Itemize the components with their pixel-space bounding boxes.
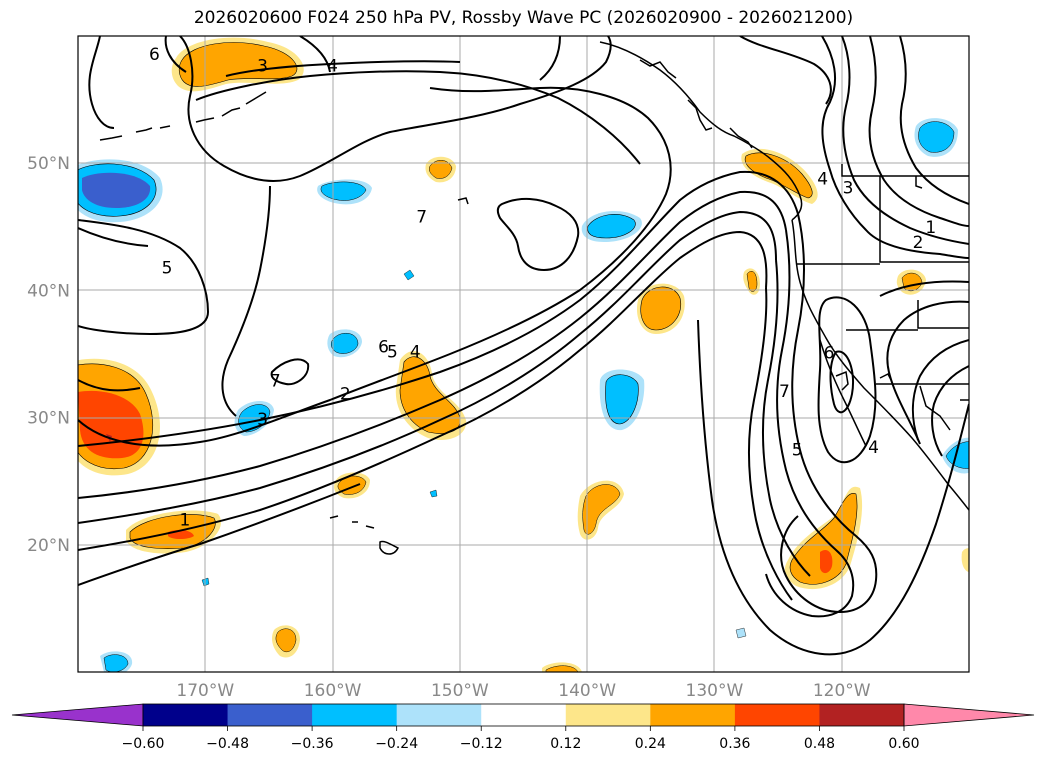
contour-label: 4 (327, 56, 338, 76)
map-title: 2026020600 F024 250 hPa PV, Rossby Wave … (193, 8, 854, 28)
lon-tick-label: 120°W (813, 681, 871, 701)
colorbar-extend-max (903, 703, 1035, 727)
pv-contours (78, 36, 969, 656)
colorbar-swatch (481, 704, 567, 726)
contour-label: 4 (817, 169, 828, 189)
lon-tick-label: 170°W (176, 681, 234, 701)
map-border (77, 35, 970, 673)
colorbar-tick-label: −0.48 (206, 736, 249, 752)
colorbar-tick-label: 0.60 (888, 736, 919, 752)
colorbar-swatch (565, 704, 651, 726)
fill-region-northeast-negative (581, 211, 642, 242)
lon-tick-label: 140°W (558, 681, 616, 701)
contour-label: 3 (257, 56, 268, 76)
contour-label: 3 (843, 178, 854, 198)
fill-region-east-negative (599, 369, 645, 431)
colorbar-swatch (734, 704, 820, 726)
contour-label: 7 (270, 372, 281, 392)
contour-label: 2 (913, 233, 924, 253)
colorbar-tick-label: 0.36 (719, 736, 750, 752)
colorbar-tick-label: −0.36 (291, 736, 334, 752)
latitude-labels: 50°N 40°N 30°N 20°N (27, 154, 70, 556)
fill-region-dateline-negative (78, 159, 163, 223)
lat-tick-label: 50°N (27, 154, 70, 174)
contour-label: 5 (387, 342, 398, 362)
contour-label: 6 (378, 337, 389, 357)
lat-tick-label: 40°N (27, 281, 70, 301)
contour-label: 7 (416, 208, 427, 228)
colorbar-tick-label: 0.24 (635, 736, 666, 752)
colorbar-swatch (650, 704, 736, 726)
contour-label: 4 (410, 342, 421, 362)
contour-label: 1 (180, 510, 191, 530)
colorbar-extend-min (11, 703, 144, 727)
colorbar-tick-label: −0.12 (460, 736, 503, 752)
colorbar-tick-label: 0.12 (550, 736, 581, 752)
colorbar-tick-label: −0.24 (375, 736, 418, 752)
contour-label: 4 (34, 373, 45, 393)
gridlines (78, 36, 969, 672)
contour-label: 5 (162, 259, 173, 279)
colorbar-tick-label: −0.60 (122, 736, 165, 752)
lat-tick-label: 30°N (27, 409, 70, 429)
colorbar-swatch (227, 704, 313, 726)
colorbar-outline (142, 703, 905, 727)
contour-label: 3 (257, 410, 268, 430)
contour-label: 6 (824, 344, 835, 364)
lon-tick-label: 130°W (686, 681, 744, 701)
contour-label: 6 (149, 45, 160, 65)
colorbar-swatch (143, 704, 229, 726)
colorbar-swatch (819, 704, 905, 726)
fill-small-blobs (100, 118, 969, 672)
longitude-labels: 170°W 160°W 150°W 140°W 130°W 120°W (176, 681, 870, 701)
lon-tick-label: 150°W (431, 681, 489, 701)
colorbar-swatch (312, 704, 398, 726)
contour-label: 2 (340, 384, 351, 404)
lon-tick-label: 160°W (304, 681, 362, 701)
islands (99, 91, 893, 555)
fill-region-east-positive (636, 283, 685, 334)
contour-label: 5 (792, 440, 803, 460)
colorbar-tick-label: 0.48 (804, 736, 835, 752)
contour-label: 4 (868, 438, 879, 458)
colorbar: −0.60 −0.48 −0.36 −0.24 −0.12 0.12 0.24 0.36 0.4… (11, 703, 1035, 752)
lat-tick-label: 20°N (27, 536, 70, 556)
contour-label: 7 (779, 382, 790, 402)
colorbar-swatch (396, 704, 482, 726)
contour-label: 1 (925, 218, 936, 238)
